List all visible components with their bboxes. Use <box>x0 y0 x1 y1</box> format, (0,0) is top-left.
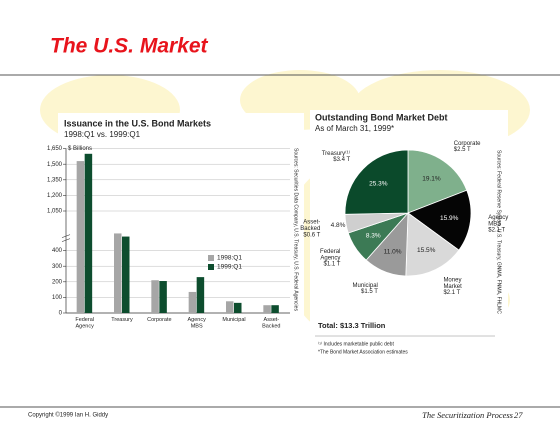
pie-amount-label: $2.1 T <box>488 228 505 234</box>
pie-title: Outstanding Bond Market Debt <box>315 112 448 122</box>
pie-amount-label: $0.6 T <box>303 232 320 238</box>
bar <box>196 277 205 313</box>
bar <box>234 302 242 313</box>
bar <box>76 161 85 313</box>
y-tick-label: 1,500 <box>47 162 63 168</box>
y-tick-label: 300 <box>52 264 63 270</box>
pie-category-label: Corporate <box>454 141 481 147</box>
legend-swatch <box>208 255 214 261</box>
pie-amount-label: $1.1 T <box>323 262 340 268</box>
legend-label: 1998:Q1 <box>217 255 242 262</box>
pie-category-label: Agency MBS <box>488 215 508 228</box>
x-tick-label: Federal Agency <box>75 317 94 330</box>
bar-title: Issuance in the U.S. Bond Markets <box>64 118 211 128</box>
x-tick-label: Corporate <box>147 317 171 323</box>
y-tick-label: 1,350 <box>47 177 63 183</box>
pie-amount-label: $3.4 T <box>333 157 350 163</box>
pie-category-label: Money Market <box>443 277 462 290</box>
bar <box>114 233 122 313</box>
slide-title: The U.S. Market <box>50 35 209 58</box>
y-axis-label: $ Billions <box>68 146 92 152</box>
copyright: Copyright ©1999 Ian H. Giddy <box>28 412 108 419</box>
y-tick-label: 400 <box>52 248 63 254</box>
pie-category-label: Federal Agency <box>320 249 340 262</box>
pie-value-label: 8.3% <box>366 233 381 240</box>
legend-swatch <box>208 264 214 270</box>
bar <box>188 291 197 313</box>
pie-value-label: 4.8% <box>331 222 346 229</box>
bar <box>263 305 271 313</box>
bar <box>151 280 159 313</box>
pie-value-label: 11.0% <box>384 248 402 255</box>
pie-category-label: Asset-Backed <box>300 219 320 232</box>
y-tick-label: 1,200 <box>47 193 63 199</box>
x-tick-label: Municipal <box>222 317 245 323</box>
bar <box>226 301 234 313</box>
pie-category-label: Municipal <box>353 283 378 289</box>
bar-subtitle: 1998:Q1 vs. 1999:Q1 <box>64 130 141 139</box>
x-tick-label: Asset-Backed <box>262 317 280 330</box>
footer-title: The Securitization Process <box>422 410 514 420</box>
pie-amount-label: $1.5 T <box>361 289 378 295</box>
bar-source: Sources: Securities Data Company, U.S. T… <box>293 148 299 311</box>
page-number: 27 <box>514 410 523 420</box>
pie-category-label: Treasury⁽¹⁾ <box>322 150 351 157</box>
y-tick-label: 0 <box>59 311 63 317</box>
bar <box>159 281 167 313</box>
x-tick-label: Agency MBS <box>187 317 206 330</box>
y-tick-label: 100 <box>52 295 63 301</box>
bar <box>271 305 279 313</box>
bar-panel <box>58 113 304 345</box>
pie-note: ⁽¹⁾ Includes marketable public debt <box>318 341 394 347</box>
x-tick-label: Treasury <box>111 317 133 323</box>
pie-slice <box>407 149 468 214</box>
pie-value-label: 15.9% <box>440 215 459 222</box>
y-tick-label: 1,050 <box>47 209 63 215</box>
pie-slice <box>344 149 409 215</box>
pie-value-label: 25.3% <box>369 181 388 188</box>
bar <box>122 236 130 313</box>
pie-value-label: 19.1% <box>422 175 441 182</box>
pie-amount-label: $2.5 T <box>454 147 471 153</box>
pie-source: Sources: Federal Reserve System, U.S. Tr… <box>496 150 502 314</box>
bar <box>84 153 93 313</box>
legend-label: 1999:Q1 <box>217 264 242 271</box>
pie-note: *The Bond Market Association estimates <box>318 349 408 355</box>
pie-value-label: 15.5% <box>417 247 436 254</box>
pie-total: Total: $13.3 Trillion <box>318 321 386 330</box>
pie-subtitle: As of March 31, 1999* <box>315 124 394 133</box>
pie-amount-label: $2.1 T <box>443 290 460 296</box>
pie-slice <box>407 189 472 251</box>
y-tick-label: 1,650 <box>47 146 63 152</box>
y-tick-label: 200 <box>52 279 63 285</box>
pie-slice <box>405 212 460 277</box>
